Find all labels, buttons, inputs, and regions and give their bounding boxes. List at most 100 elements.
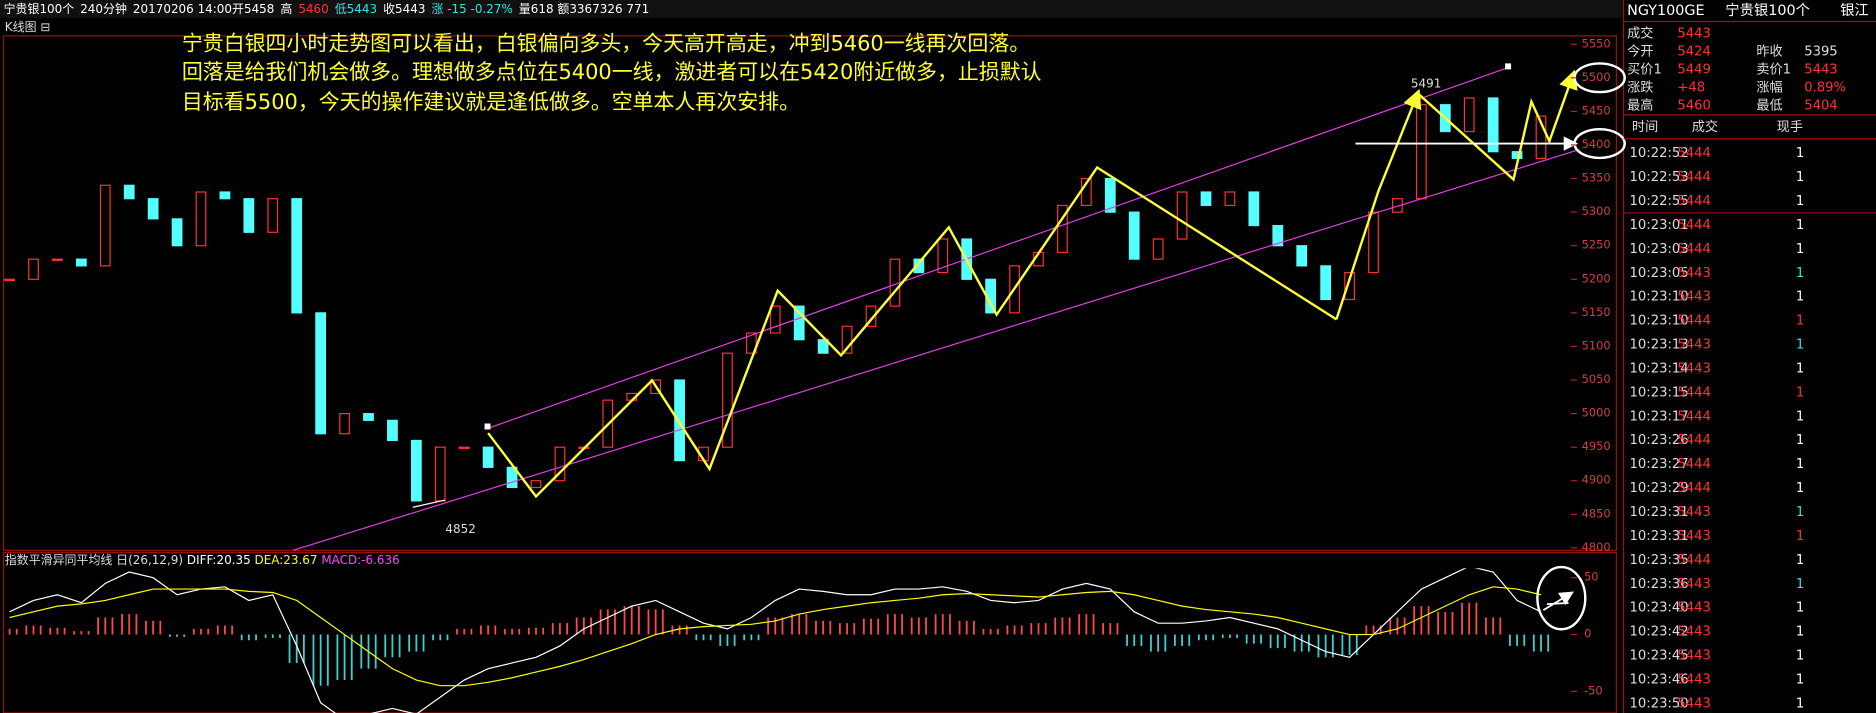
entry-circle: [1573, 128, 1626, 160]
trade-price: 5444: [1677, 170, 1710, 185]
header-item: 宁贵银100个: [4, 1, 75, 16]
header-item: 涨 -15 -0.27%: [431, 1, 512, 16]
trade-price: 5443: [1677, 529, 1710, 544]
y-tick-label: 5050: [1582, 372, 1611, 386]
candle: [1463, 97, 1475, 133]
y-tick-label: 5000: [1582, 406, 1611, 420]
y-tick-label: 5100: [1582, 338, 1611, 352]
trade-time: 10:23:15: [1630, 385, 1689, 400]
trade-price: 5444: [1677, 433, 1710, 448]
macd-arrow: [1546, 602, 1569, 606]
candle: [147, 198, 159, 220]
trade-qty: 1: [1796, 170, 1804, 185]
trade-time: 10:23:01: [1630, 218, 1689, 233]
macd-arrow: [1542, 591, 1574, 611]
candle: [817, 339, 829, 354]
trade-time: 10:23:27: [1630, 457, 1689, 472]
candle: [1344, 271, 1355, 301]
candle: [841, 325, 853, 354]
trade-qty: 1: [1796, 338, 1804, 353]
header-item: 低5443: [335, 2, 377, 16]
trade-qty: 1: [1796, 385, 1804, 400]
trade-time: 10:23:31: [1630, 529, 1689, 544]
candle: [506, 466, 518, 489]
dea-line: [9, 586, 1542, 687]
y-tick-label: 5300: [1582, 204, 1611, 218]
candle: [195, 191, 207, 247]
candle: [1104, 177, 1116, 213]
trade-qty: 1: [1796, 696, 1804, 711]
candle: [937, 238, 949, 274]
candle: [554, 446, 566, 482]
trade-price: 5443: [1677, 266, 1710, 281]
macd-title: 指数平滑异同平均线 日(26,12,9) DIFF:20.35 DEA:23.6…: [5, 551, 400, 566]
annotation-line: 回落是给我们机会做多。理想做多点位在5400一线，激进者可以在5420附近做多，…: [182, 60, 1042, 84]
header-bar: [0, 0, 1623, 18]
trade-header: 现手: [1777, 119, 1803, 135]
trade-price: 5443: [1677, 601, 1710, 616]
header-item: 收5443: [383, 2, 425, 16]
quote-value: 5449: [1677, 62, 1710, 77]
trade-time: 10:23:35: [1630, 553, 1689, 568]
candle: [1296, 245, 1308, 267]
trade-qty: 1: [1796, 601, 1804, 616]
y-tick-label: 5550: [1582, 36, 1611, 50]
trade-time: 10:23:40: [1630, 601, 1689, 616]
candle: [530, 480, 542, 489]
trade-qty: 1: [1796, 577, 1804, 592]
candle: [1368, 211, 1379, 274]
candle: [674, 379, 685, 462]
candle: [1057, 204, 1068, 254]
trade-qty: 1: [1796, 481, 1804, 496]
candle: [745, 332, 757, 354]
quote-label: 涨幅: [1756, 79, 1782, 95]
quote-label: 买价1: [1627, 61, 1662, 77]
candle: [267, 198, 279, 233]
candle: [1200, 191, 1212, 207]
quote-label: 最高: [1627, 96, 1653, 113]
y-tick-label: 4900: [1582, 473, 1611, 487]
zigzag-arrow: [487, 165, 1338, 499]
trade-qty: 1: [1796, 649, 1804, 664]
quote-value: 5404: [1804, 98, 1837, 113]
candle: [458, 446, 470, 449]
trade-qty: 1: [1796, 194, 1804, 209]
trade-price: 5444: [1677, 194, 1710, 209]
candle: [410, 439, 422, 502]
quote-label: 卖价1: [1756, 61, 1791, 77]
trade-time: 10:23:45: [1630, 649, 1689, 664]
macd-tick-label: 0: [1584, 627, 1591, 641]
trade-price: 5444: [1677, 409, 1710, 424]
quote-code: NGY100GE: [1627, 3, 1704, 19]
macd-frame: [2, 552, 1617, 713]
trade-header: 成交: [1692, 118, 1718, 135]
candle: [1224, 191, 1236, 207]
quote-label: 成交: [1627, 24, 1653, 41]
candle: [75, 258, 87, 267]
candle: [339, 413, 350, 435]
trade-price: 5443: [1677, 505, 1710, 520]
macd-legend: DIFF:20.35: [187, 552, 251, 566]
trade-time: 10:23:42: [1630, 625, 1689, 640]
quote-label: 涨跌: [1627, 79, 1653, 95]
y-tick-label: 5450: [1582, 103, 1611, 117]
candle: [482, 446, 494, 468]
candle: [171, 218, 183, 247]
macd: [8, 568, 1550, 713]
trade-price: 5443: [1677, 696, 1710, 711]
trade-price: 5444: [1677, 218, 1710, 233]
trade-time: 10:23:17: [1630, 409, 1689, 424]
macd-legend: 指数平滑异同平均线 日(26,12,9): [5, 551, 183, 566]
trade-qty: 1: [1796, 625, 1804, 640]
candle: [243, 198, 255, 233]
candle: [1152, 238, 1164, 260]
macd-tick-label: 50: [1584, 570, 1598, 584]
quote-label: 今开: [1627, 43, 1653, 59]
candle: [650, 379, 662, 395]
trade-qty: 1: [1796, 529, 1804, 544]
candle: [1272, 224, 1284, 247]
candle: [1248, 191, 1260, 227]
trade-time: 10:23:13: [1630, 338, 1689, 353]
